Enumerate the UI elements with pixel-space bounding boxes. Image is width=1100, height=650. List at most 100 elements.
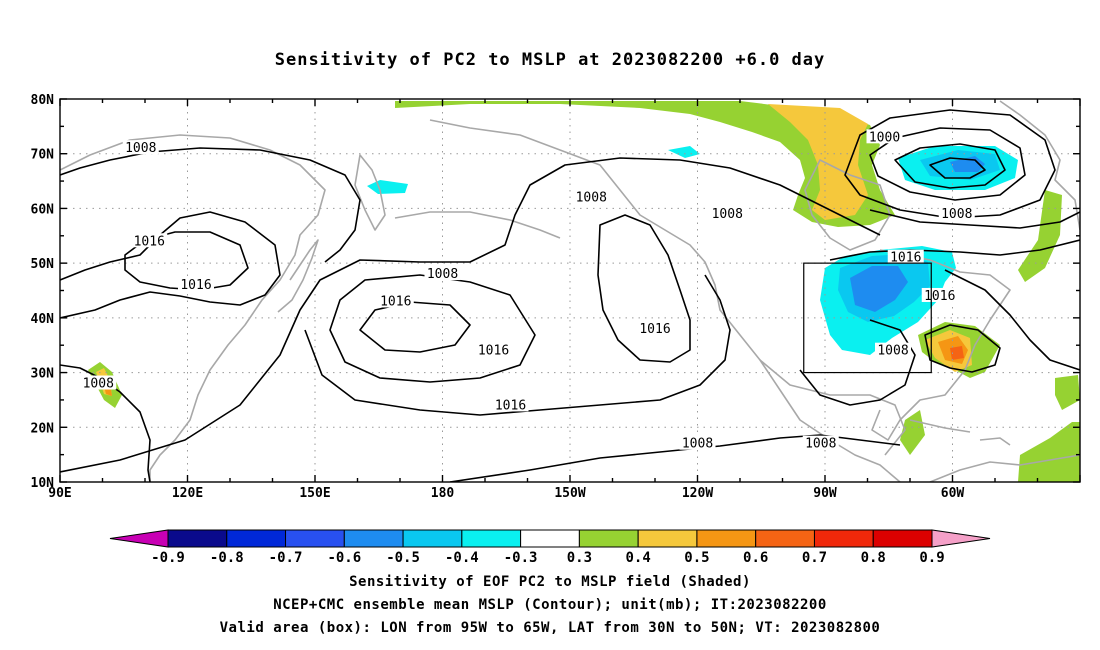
shade-cyan-small-alaska xyxy=(668,146,700,158)
contour-label-text: 1008 xyxy=(682,437,713,452)
contour-label: 1016 xyxy=(377,293,414,309)
contour-label: 1016 xyxy=(475,342,512,359)
contour-1008-east-us-ring xyxy=(924,324,1001,373)
shade-green-caribbean xyxy=(1018,422,1080,482)
colorbar-high-arrow xyxy=(931,529,991,548)
colorbar-tick-label: -0.4 xyxy=(445,550,479,566)
contour-label: 1000 xyxy=(866,129,903,145)
contour-1016-asia-west xyxy=(60,211,281,319)
caption-line-1: Sensitivity of EOF PC2 to MSLP field (Sh… xyxy=(349,574,751,590)
contour-label-text: 1000 xyxy=(869,130,900,145)
sensitivity-map: 1008 1016 1016 1008 1008 1016 1016 1016 1008 1008… xyxy=(31,93,1081,501)
contour-label-bg xyxy=(802,435,839,450)
contour-arctic-outer xyxy=(844,109,1056,219)
map-title: Sensitivity of PC2 to MSLP at 2023082200… xyxy=(274,50,826,70)
contour-label-bg xyxy=(131,233,168,248)
contour-label: 1008 xyxy=(122,140,159,156)
contour-label: 1016 xyxy=(492,397,529,413)
mslp-contours xyxy=(60,109,1080,482)
lon-label: 90W xyxy=(813,486,837,501)
lon-label: 150E xyxy=(299,486,330,501)
colorbar-boxes xyxy=(109,529,991,548)
contour-arctic-inner-2 xyxy=(929,157,986,179)
colorbar-box xyxy=(813,529,874,548)
colorbar-tick-label: -0.6 xyxy=(327,550,361,566)
contour-label-bg xyxy=(122,140,159,155)
contour-label-text: 1008 xyxy=(805,437,836,452)
lon-label: 180 xyxy=(431,486,455,501)
contour-label: 1008 xyxy=(573,189,610,205)
shade-green-north-canada xyxy=(395,101,895,227)
shade-green-atlantic xyxy=(1055,375,1080,410)
lon-label: 120E xyxy=(172,486,203,501)
colorbar-labels: -0.9 -0.8 -0.7 -0.6 -0.5 -0.4 -0.3 0.3 0.4 0.5 0.6… xyxy=(151,550,945,566)
contour-1016-central-pacific xyxy=(304,274,731,416)
coast-south-america xyxy=(929,454,1080,482)
contour-label-text: 1008 xyxy=(125,141,156,156)
contour-label: 1008 xyxy=(709,205,746,222)
contour-label-bg xyxy=(424,266,461,281)
colorbar-tick-label: -0.8 xyxy=(210,550,244,566)
contour-label-bg xyxy=(866,129,903,144)
shade-blue-great-lakes xyxy=(850,266,908,312)
lat-label: 80N xyxy=(31,93,55,108)
contour-label-text: 1016 xyxy=(890,251,921,266)
contour-label-bg xyxy=(938,205,975,220)
contour-label-text: 1016 xyxy=(495,398,526,413)
contour-label-bg xyxy=(475,342,512,357)
contour-label-text: 1008 xyxy=(83,377,114,392)
contour-1016-east-us xyxy=(829,239,1080,261)
coast-gulf-mexico xyxy=(759,359,906,456)
contour-label: 1008 xyxy=(424,266,461,282)
colorbar-tick-label: 0.5 xyxy=(684,550,709,566)
contour-label-text: 1016 xyxy=(639,322,670,337)
colorbar-tick-label: -0.7 xyxy=(269,550,303,566)
contour-label-bg xyxy=(679,435,716,450)
lon-label: 90E xyxy=(48,486,71,501)
contour-label-bg xyxy=(637,320,673,335)
shade-green-east-coast xyxy=(1018,190,1062,282)
coast-caribbean-islands xyxy=(909,419,1011,446)
coast-kamchatka xyxy=(354,154,386,231)
valid-area-box xyxy=(803,262,932,374)
lon-label: 60W xyxy=(941,486,965,501)
colorbar-box xyxy=(755,529,815,548)
lon-label: 120W xyxy=(682,486,713,501)
colorbar-box xyxy=(343,529,404,548)
lat-label: 30N xyxy=(31,367,55,382)
contour-label-bg xyxy=(875,342,911,357)
contour-1008-pacific-arc xyxy=(60,157,881,473)
contour-label-bg xyxy=(887,249,924,264)
coast-japan xyxy=(277,239,319,313)
contour-1016-atlantic-south xyxy=(944,269,1080,371)
colorbar-tick-label: 0.6 xyxy=(743,550,768,566)
colorbar-tick-label: -0.5 xyxy=(386,550,420,566)
contour-label-text: 1016 xyxy=(180,278,211,293)
lat-label: 40N xyxy=(31,312,55,327)
colorbar-box xyxy=(520,529,580,548)
lat-label: 20N xyxy=(31,421,55,436)
latitude-labels: 80N 70N 60N 50N 40N 30N 20N 10N xyxy=(31,93,55,491)
contour-label: 1008 xyxy=(938,205,975,222)
contour-label-text: 1016 xyxy=(478,344,509,359)
colorbar-tick-label: 0.8 xyxy=(861,550,886,566)
colorbar-box xyxy=(461,529,522,548)
contour-label: 1016 xyxy=(887,249,924,266)
contour-label-text: 1008 xyxy=(712,207,743,222)
contour-label: 1008 xyxy=(875,342,911,359)
colorbar-box xyxy=(872,529,933,548)
lon-label: 150W xyxy=(554,486,585,501)
contour-label-bg xyxy=(709,205,746,220)
shade-yellow-north-canada xyxy=(768,104,868,220)
contour-1008-east-pacific xyxy=(449,434,901,482)
colorbar-low-arrow xyxy=(109,529,169,548)
contour-label: 1016 xyxy=(131,233,168,249)
coast-greenland xyxy=(999,100,1080,231)
contour-1016-southeast-us xyxy=(799,319,916,406)
contour-1016-asia-inner xyxy=(124,231,249,291)
contour-1008-northwest xyxy=(60,147,361,263)
contour-label: 1016 xyxy=(637,320,673,337)
contour-label-bg xyxy=(573,189,610,204)
colorbar-box xyxy=(402,529,463,548)
contour-label: 1008 xyxy=(679,435,716,452)
